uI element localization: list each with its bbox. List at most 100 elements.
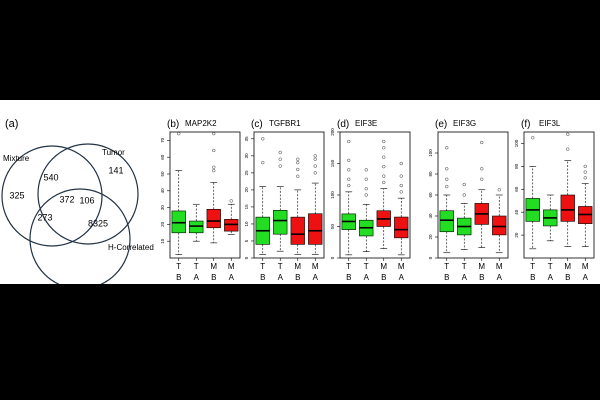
x-label-top-4-3: M — [582, 262, 589, 271]
box-2-3 — [394, 216, 409, 239]
venn-region-mixture-tumor: 540 — [43, 172, 58, 182]
venn-region-all-three: 372 — [59, 194, 74, 204]
x-label-top-1-1: T — [278, 262, 283, 271]
outlier-point-2-3-3 — [399, 161, 403, 166]
plot-frame-2 — [339, 131, 411, 259]
y-tick-label-2-4: 200 — [330, 128, 335, 136]
outlier-point-1-0-0 — [261, 160, 265, 165]
y-tick-label-4-3: 80 — [514, 163, 519, 169]
outlier-point-1-1-1 — [278, 157, 282, 161]
y-tick-label-1-4: 20 — [244, 187, 249, 193]
y-tick-label-3-5: 100 — [428, 149, 433, 157]
outlier-point-2-2-4 — [382, 146, 386, 150]
box-3-3 — [492, 215, 507, 236]
x-label-bottom-4-2: B — [565, 273, 570, 282]
x-label-top-2-0: T — [346, 262, 351, 271]
outlier-point-2-2-5 — [382, 139, 386, 144]
x-label-bottom-1-1: A — [278, 273, 284, 282]
y-tick-label-3-4: 80 — [428, 171, 433, 177]
venn-region-mixture-only: 325 — [9, 190, 24, 200]
outlier-point-4-2-1 — [566, 132, 570, 136]
y-tick-label-0-2: 30 — [160, 205, 165, 211]
outlier-point-2-1-2 — [364, 177, 368, 181]
panel-title-4: EIF3L — [539, 119, 561, 128]
y-tick-label-0-1: 20 — [160, 221, 165, 227]
outlier-point-0-0-0 — [177, 132, 181, 136]
y-tick-label-1-2: 10 — [244, 221, 249, 227]
box-3-0 — [439, 210, 454, 233]
x-label-bottom-4-0: B — [530, 273, 535, 282]
x-label-bottom-3-1: A — [462, 273, 468, 282]
x-label-bottom-4-1: A — [548, 273, 554, 282]
x-label-bottom-3-0: B — [444, 273, 449, 282]
x-label-top-0-3: M — [228, 262, 235, 271]
x-label-top-3-0: T — [444, 262, 449, 271]
outlier-point-1-3-2 — [313, 157, 317, 161]
x-label-top-1-0: T — [260, 262, 265, 271]
y-tick-label-2-1: 50 — [330, 224, 335, 230]
x-label-bottom-1-3: A — [313, 273, 319, 282]
outlier-point-3-0-1 — [445, 177, 449, 181]
box-1-1 — [273, 210, 288, 235]
box-1-3 — [308, 213, 323, 245]
plot-frame-0 — [169, 131, 241, 259]
outlier-point-2-2-1 — [382, 174, 386, 178]
box-0-1 — [189, 220, 204, 234]
venn-panel-label: (a) — [5, 118, 18, 130]
box-1-2 — [290, 216, 305, 245]
venn-region-mixture-hcorrelated: 273 — [37, 212, 52, 222]
y-tick-label-4-4: 100 — [514, 139, 519, 147]
box-0-3 — [224, 219, 239, 232]
x-label-top-4-2: M — [564, 262, 571, 271]
x-label-bottom-3-3: A — [497, 273, 503, 282]
box-0-0 — [171, 210, 186, 234]
outlier-point-3-2-2 — [480, 140, 484, 145]
x-label-top-3-3: M — [496, 262, 503, 271]
x-label-top-3-1: T — [462, 262, 467, 271]
x-label-top-1-3: M — [312, 262, 319, 271]
x-label-top-4-0: T — [530, 262, 535, 271]
x-label-bottom-2-3: A — [399, 273, 405, 282]
x-label-top-1-2: M — [294, 262, 301, 271]
outlier-point-2-0-0 — [347, 183, 351, 188]
y-tick-label-1-6: 30 — [244, 153, 249, 159]
x-label-bottom-2-2: B — [381, 273, 386, 282]
outlier-point-1-3-1 — [313, 164, 317, 168]
outlier-point-1-1-2 — [278, 150, 282, 155]
outlier-point-3-2-0 — [480, 177, 484, 181]
box-0-2 — [206, 208, 221, 229]
outlier-point-1-2-2 — [296, 160, 300, 165]
outlier-point-1-2-3 — [296, 157, 300, 161]
outlier-point-2-2-3 — [382, 155, 386, 159]
y-tick-label-2-2: 100 — [330, 191, 335, 199]
outlier-point-3-0-3 — [445, 146, 449, 150]
x-label-top-0-1: T — [194, 262, 199, 271]
venn-set-label-hcorrelated: H-Correlated — [108, 243, 154, 252]
y-tick-label-1-3: 15 — [244, 204, 249, 210]
x-label-bottom-2-0: B — [346, 273, 351, 282]
y-tick-label-1-1: 5 — [244, 239, 249, 242]
outlier-point-1-2-0 — [296, 174, 300, 178]
y-tick-label-0-3: 40 — [160, 188, 165, 194]
outlier-point-2-1-3 — [364, 168, 368, 172]
outlier-point-2-3-1 — [399, 183, 403, 188]
outlier-point-2-1-1 — [364, 187, 368, 191]
outlier-point-0-2-3 — [212, 132, 216, 136]
outlier-point-1-2-1 — [296, 167, 300, 172]
panel-title-2: EIF3E — [355, 119, 377, 128]
x-label-bottom-0-2: B — [211, 273, 216, 282]
x-label-top-2-3: M — [398, 262, 405, 271]
panel-label-0: (b) — [167, 119, 179, 130]
y-tick-label-4-0: 20 — [514, 232, 519, 238]
panel-title-3: EIF3G — [453, 119, 476, 128]
outlier-point-2-3-2 — [399, 174, 403, 178]
panel-label-2: (d) — [337, 119, 349, 130]
venn-set-label-mixture: Mixture — [3, 154, 30, 163]
x-label-bottom-3-2: B — [479, 273, 484, 282]
outlier-point-3-2-1 — [480, 167, 484, 171]
y-tick-label-0-5: 60 — [160, 154, 165, 160]
x-label-bottom-1-2: B — [295, 273, 300, 282]
plot-frame-4 — [523, 131, 595, 259]
x-label-top-2-1: T — [364, 262, 369, 271]
